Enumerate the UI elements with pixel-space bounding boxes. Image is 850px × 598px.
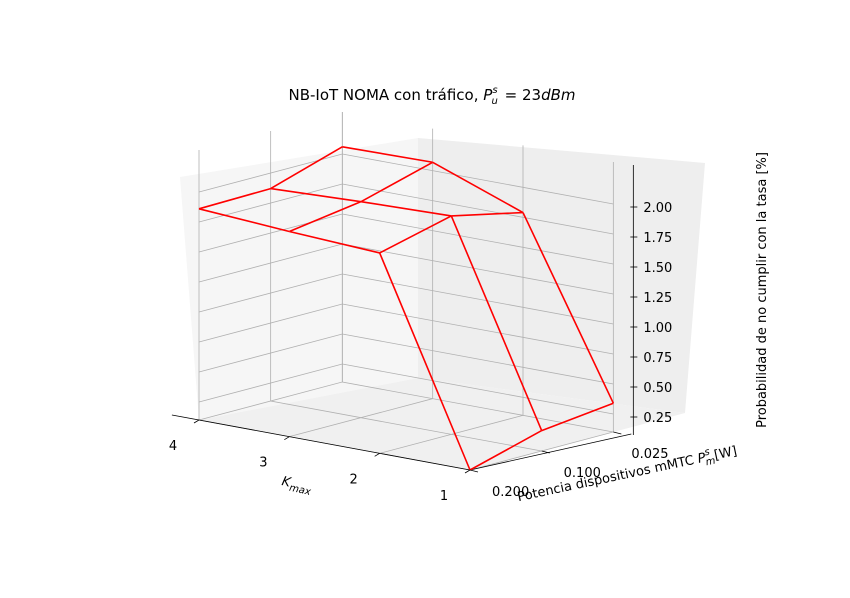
z-tick-label-5: 1.50 xyxy=(643,261,672,276)
grid-lines xyxy=(198,112,614,471)
series-segment-16 xyxy=(342,146,433,164)
axis-panes xyxy=(180,138,705,470)
series-segment-4 xyxy=(289,200,362,233)
axis-edges xyxy=(171,165,634,471)
series-segment-11 xyxy=(450,215,543,431)
tick-labels: 4 3 2 1 0.025 0.100 0.200 0.25 0.50 0.75 1.00 1.25 1… xyxy=(169,201,672,504)
z-tick-label-0: 0.25 xyxy=(643,411,672,426)
chart-title-unit: dBm xyxy=(541,86,575,104)
z-tick-label-1: 0.50 xyxy=(643,381,672,396)
x-tick-mark-3 xyxy=(464,469,471,474)
grid-y-1 xyxy=(270,131,542,452)
series-segment-1 xyxy=(541,402,614,432)
x-tick-label-1: 3 xyxy=(259,456,267,471)
grid-y-2 xyxy=(341,112,614,433)
ylabel-sup: s xyxy=(703,447,710,459)
svg-text:Potencia dispositivos mMTC Psm: Potencia dispositivos mMTC Psm[W] xyxy=(515,441,739,508)
series-segment-10 xyxy=(198,208,290,233)
z-tick-label-4: 1.25 xyxy=(643,291,672,306)
xlabel-sub: max xyxy=(288,483,312,498)
y-tick-mark-0 xyxy=(613,431,622,435)
series-segment-15 xyxy=(432,161,524,214)
chart-title-sub: u xyxy=(492,96,498,107)
y-axis-label: Potencia dispositivos mMTC Psm[W] xyxy=(515,441,739,508)
ylabel-text: Potencia dispositivos mMTC xyxy=(516,452,699,505)
left-pane xyxy=(180,138,418,420)
series-segment-7 xyxy=(270,146,343,190)
x-tick-label-2: 2 xyxy=(350,472,358,487)
z-tick-label-3: 1.00 xyxy=(643,321,672,336)
floor-pane xyxy=(199,378,685,470)
series-segment-2 xyxy=(379,215,452,254)
x-tick-mark-2 xyxy=(374,452,380,457)
x-tick-mark-0 xyxy=(193,419,200,424)
zlabel-text: Probabilidad de no cumplir con la tasa [… xyxy=(755,152,770,428)
series-segment-9 xyxy=(289,230,380,254)
chart-title-eq: = 23 xyxy=(500,86,541,104)
z-tick-label-7: 2.00 xyxy=(643,201,672,216)
series-segment-13 xyxy=(270,187,362,203)
x-tick-label-3: 1 xyxy=(440,489,448,504)
series-segment-3 xyxy=(451,211,524,217)
y-axis-line xyxy=(469,433,632,471)
series-segment-5 xyxy=(360,161,434,203)
svg-text:Kmax: Kmax xyxy=(280,474,313,498)
series-segment-6 xyxy=(198,187,271,210)
series-wireframe xyxy=(198,146,615,471)
y-tick-label-0: 0.025 xyxy=(631,447,668,462)
chart-title-prefix: NB-IoT NOMA con tráfico, xyxy=(288,86,483,104)
y-tick-mark-2 xyxy=(469,469,479,473)
y-tick-label-2: 0.200 xyxy=(492,485,529,500)
z-axis-label: Probabilidad de no cumplir con la tasa [… xyxy=(755,152,770,428)
y-tick-label-1: 0.100 xyxy=(564,466,601,481)
series-segment-14 xyxy=(522,212,615,404)
title-group: NB-IoT NOMA con tráfico, Ps u = 23dBm xyxy=(288,85,575,107)
x-axis-line xyxy=(171,414,471,471)
x-tick-label-0: 4 xyxy=(169,439,177,454)
ylabel-sub: m xyxy=(705,456,717,469)
chart-title-var: P xyxy=(483,86,493,104)
ylabel-var: P xyxy=(696,451,707,467)
x-axis-label: Kmax xyxy=(280,474,313,498)
ylabel-unit: [W] xyxy=(713,444,739,463)
x-tick-mark-1 xyxy=(284,436,290,441)
series-segment-8 xyxy=(378,252,471,471)
y-tick-mark-1 xyxy=(541,450,550,454)
series-segment-0 xyxy=(469,429,543,471)
svg-text:NB-IoT NOMA con tráfico, Psu =: NB-IoT NOMA con tráfico, Ps u = 23dBm xyxy=(288,85,575,107)
chart-title-sup: s xyxy=(492,85,497,96)
z-tick-label-2: 0.75 xyxy=(643,351,672,366)
z-tick-label-6: 1.75 xyxy=(643,231,672,246)
series-segment-12 xyxy=(360,200,452,217)
